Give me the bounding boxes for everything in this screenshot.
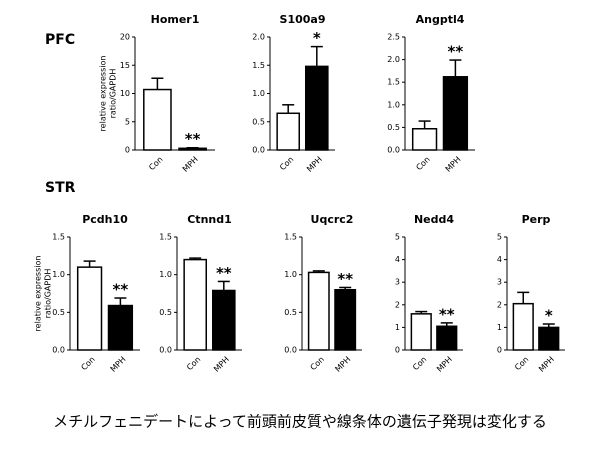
x-tick-label: Con xyxy=(185,355,202,372)
y-tick-label: 2.0 xyxy=(252,33,265,42)
y-tick-label: 1.5 xyxy=(52,233,65,242)
y-tick-label: 1.5 xyxy=(252,61,265,70)
y-tick-label: 1.0 xyxy=(387,100,400,109)
x-tick-label: MPH xyxy=(109,355,128,374)
bar xyxy=(107,304,134,351)
bar xyxy=(410,313,432,351)
significance: * xyxy=(545,307,553,325)
x-tick-label: MPH xyxy=(333,355,352,374)
bar xyxy=(183,258,207,351)
y-tick-label: 0.5 xyxy=(159,308,172,317)
section-label: STR xyxy=(45,180,76,196)
x-tick-label: MPH xyxy=(444,155,463,174)
y-tick-label: 5 xyxy=(395,233,400,242)
y-tick-label: 0.0 xyxy=(284,346,297,355)
chart-title: Angptl4 xyxy=(416,13,465,26)
x-tick-label: Con xyxy=(147,155,164,172)
y-tick-label: 3 xyxy=(395,278,400,287)
chart-title: Pcdh10 xyxy=(82,213,128,226)
y-tick-label: 0.5 xyxy=(252,117,265,126)
significance: ** xyxy=(448,43,464,61)
x-tick-label: MPH xyxy=(212,355,231,374)
y-tick-label: 2.5 xyxy=(387,33,400,42)
y-tick-label: 0 xyxy=(395,346,400,355)
bar xyxy=(411,128,438,151)
chart-title: Uqcrc2 xyxy=(311,213,354,226)
y-tick-label: 10 xyxy=(120,89,130,98)
x-tick-label: Con xyxy=(309,355,326,372)
bar xyxy=(436,325,458,351)
bar xyxy=(76,266,103,351)
y-tick-label: 0.0 xyxy=(159,346,172,355)
x-tick-label: MPH xyxy=(435,355,454,374)
significance: ** xyxy=(337,270,353,288)
bar xyxy=(276,112,300,151)
x-tick-label: Con xyxy=(513,355,530,372)
y-tick-label: 2 xyxy=(395,300,400,309)
significance: ** xyxy=(439,305,455,323)
y-tick-label: 1.0 xyxy=(159,270,172,279)
y-axis-label: relative expression xyxy=(34,256,43,332)
y-tick-label: 0 xyxy=(497,346,502,355)
bar xyxy=(212,289,236,351)
y-tick-label: 0 xyxy=(125,146,130,155)
y-tick-label: 5 xyxy=(497,233,502,242)
chart-title: Perp xyxy=(522,213,551,226)
y-tick-label: 20 xyxy=(120,33,130,42)
y-tick-label: 0.0 xyxy=(52,346,65,355)
y-tick-label: 4 xyxy=(395,255,400,264)
chart-title: Nedd4 xyxy=(414,213,454,226)
y-tick-label: 1.5 xyxy=(387,78,400,87)
y-tick-label: 15 xyxy=(120,61,130,70)
y-tick-label: 1.0 xyxy=(284,270,297,279)
caption: メチルフェニデートによって前頭前皮質や線条体の遺伝子発現は変化する xyxy=(53,413,547,431)
chart-title: Homer1 xyxy=(151,13,200,26)
x-tick-label: MPH xyxy=(537,355,556,374)
y-tick-label: 0.5 xyxy=(387,123,400,132)
x-tick-label: Con xyxy=(411,355,428,372)
bar xyxy=(143,88,172,151)
significance: ** xyxy=(185,130,201,148)
significance: ** xyxy=(216,264,232,282)
y-tick-label: 1 xyxy=(497,323,502,332)
y-tick-label: 1.0 xyxy=(252,89,265,98)
significance: * xyxy=(313,29,321,47)
x-tick-label: Con xyxy=(414,155,431,172)
y-tick-label: 1.0 xyxy=(52,270,65,279)
bar xyxy=(307,271,330,351)
y-tick-label: 3 xyxy=(497,278,502,287)
bar xyxy=(538,326,560,351)
y-tick-label: 1.5 xyxy=(284,233,297,242)
y-tick-label: 2.0 xyxy=(387,55,400,64)
y-tick-label: 0.5 xyxy=(52,308,65,317)
x-tick-label: MPH xyxy=(305,155,324,174)
bar xyxy=(334,288,357,351)
x-tick-label: Con xyxy=(79,355,96,372)
y-axis-label: ratio/GAPDH xyxy=(44,269,53,319)
bar xyxy=(305,65,329,151)
x-tick-label: MPH xyxy=(181,155,200,174)
y-tick-label: 4 xyxy=(497,255,502,264)
y-axis-label: relative expression xyxy=(99,56,108,132)
y-tick-label: 0.0 xyxy=(252,146,265,155)
bar xyxy=(178,147,207,151)
bar xyxy=(512,302,534,351)
significance: ** xyxy=(113,281,129,299)
bar xyxy=(442,76,469,151)
y-tick-label: 0.0 xyxy=(387,146,400,155)
y-tick-label: 5 xyxy=(125,117,130,126)
chart-title: Ctnnd1 xyxy=(187,213,232,226)
y-axis-label: ratio/GAPDH xyxy=(109,69,118,119)
section-label: PFC xyxy=(45,32,75,48)
x-tick-label: Con xyxy=(278,155,295,172)
y-tick-label: 0.5 xyxy=(284,308,297,317)
chart-title: S100a9 xyxy=(280,13,326,26)
y-tick-label: 2 xyxy=(497,300,502,309)
y-tick-label: 1 xyxy=(395,323,400,332)
y-tick-label: 1.5 xyxy=(159,233,172,242)
